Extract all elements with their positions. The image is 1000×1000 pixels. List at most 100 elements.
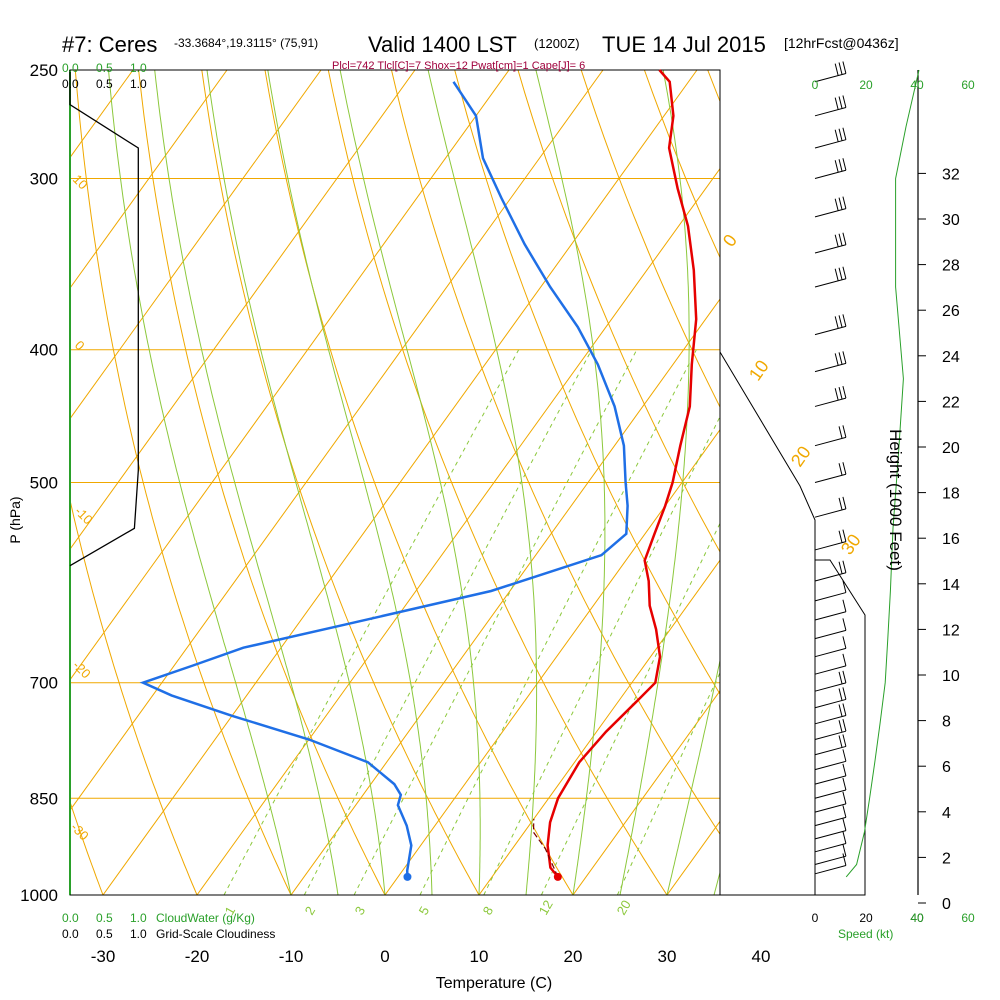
wind-barb (814, 818, 847, 840)
bottom-speed-tick-green: 40 (910, 911, 924, 925)
forecast-date: TUE 14 Jul 2015 (602, 32, 766, 57)
wind-barb-flag (838, 561, 843, 574)
bottom-cloudwater-tick: 1.0 (130, 911, 147, 925)
wind-barb-flag (842, 777, 847, 791)
wind-barb (814, 314, 847, 336)
wind-barb-shaft (814, 855, 847, 865)
dry-adiabat-line (391, 70, 720, 836)
height-tick-label: 4 (942, 805, 951, 822)
wind-barb-shaft (814, 541, 847, 551)
moist-adiabat-line (267, 70, 433, 895)
top-cloudiness-tick: 0.5 (96, 77, 113, 91)
mixing-ratio-line (483, 415, 720, 895)
pressure-tick-label: 250 (30, 61, 58, 80)
wind-barb-flag (842, 425, 847, 438)
dry-adiabat-line (327, 70, 668, 895)
top-speed-tick: 0 (812, 78, 819, 92)
wind-barb (814, 636, 847, 658)
wind-barb (814, 703, 847, 725)
wind-barb-flag (838, 96, 843, 109)
wind-barb-flag (834, 97, 839, 110)
wind-barb-shaft (814, 830, 847, 840)
wind-barb-flag (838, 159, 843, 172)
cloudwater-label: CloudWater (g/Kg) (156, 911, 255, 925)
wind-barb (814, 560, 847, 582)
wind-barb (814, 580, 847, 602)
wind-barb-flag (838, 704, 843, 717)
y-axis-label: P (hPa) (7, 496, 23, 543)
bottom-speed-tick: 20 (859, 911, 873, 925)
wind-barb-flag (838, 426, 843, 439)
isotherm-line (70, 70, 228, 289)
wind-barb-flag (842, 805, 847, 818)
wind-barb-flag (842, 560, 847, 573)
wind-barb-flag (842, 844, 847, 857)
temperature-tick-label: 0 (380, 947, 389, 966)
wind-barb-flag (842, 653, 847, 667)
wind-barb-flag (838, 463, 843, 476)
surface-temperature-marker (553, 872, 562, 881)
wind-barb (814, 831, 847, 853)
wind-barb (814, 232, 847, 254)
parcel-line (532, 818, 559, 878)
pressure-tick-label: 500 (30, 474, 58, 493)
wind-barb-shaft (814, 278, 847, 288)
wind-barb-shaft (814, 730, 847, 740)
isotherm-line (761, 70, 1000, 895)
wind-barb-shaft (814, 789, 847, 799)
temperature-tick-label: 30 (658, 947, 677, 966)
wind-barb-flag (842, 496, 847, 510)
bottom-cloudwater-tick: 0.5 (96, 911, 113, 925)
dry-adiabat-line (961, 70, 1000, 895)
stability-indices: Plcl=742 Tlcl[C]=7 Shox=12 Pwat[cm]=1 Ca… (332, 60, 585, 72)
wind-barb-flag (842, 618, 847, 631)
isotherm-line (70, 70, 322, 420)
isotherm-line (478, 559, 720, 895)
wind-barb-shaft (814, 682, 847, 692)
mixing-ratio-line (223, 349, 520, 895)
wind-barb-flag (842, 791, 847, 804)
wind-barb-flag (842, 818, 847, 831)
wind-barb-shaft (814, 775, 847, 785)
mixing-ratio-label: 8 (480, 904, 497, 918)
wind-barb-flag (838, 387, 843, 400)
wind-barb-flag (842, 232, 847, 245)
wind-barb-flag (838, 352, 843, 365)
bottom-speed-tick: 0 (812, 911, 819, 925)
pressure-tick-label: 400 (30, 341, 58, 360)
wind-barb-flag (838, 128, 843, 141)
isotherm-line (290, 298, 720, 895)
wind-barb (814, 599, 847, 621)
wind-barb-shaft (814, 73, 847, 83)
valid-time: Valid 1400 LST (368, 32, 517, 57)
isotherm-label: 30 (837, 530, 865, 558)
wind-barb (814, 687, 847, 709)
wind-barb (814, 462, 847, 483)
wind-barb (814, 805, 847, 827)
temperature-tick-label: -20 (185, 947, 210, 966)
moist-adiabat-line (666, 658, 720, 895)
top-speed-tick: 60 (961, 78, 975, 92)
dry-adiabat-line (517, 70, 720, 553)
wind-barb (814, 719, 847, 740)
wind-barb-shaft (814, 698, 847, 709)
zulu-time: (1200Z) (534, 36, 580, 51)
height-tick-label: 26 (942, 303, 960, 320)
wind-barb-shaft (814, 715, 847, 725)
wind-barb-flag (834, 268, 839, 281)
wind-barb-flag (838, 720, 843, 733)
wind-barb-flag (838, 735, 843, 748)
mixing-ratio-line (353, 349, 638, 895)
height-tick-label: 16 (942, 531, 960, 548)
wind-barb (814, 425, 847, 447)
wind-barb-flag (842, 670, 847, 684)
wind-barb-flag (842, 386, 847, 399)
height-tick-label: 8 (942, 714, 951, 731)
wind-barb-flag (842, 158, 847, 171)
wind-barb-shaft (814, 803, 847, 813)
wind-barb-flag (834, 316, 839, 329)
mixing-ratio-line (303, 349, 593, 895)
height-tick-label: 28 (942, 258, 960, 275)
wind-barb (814, 777, 847, 799)
wind-barb-flag (842, 196, 847, 209)
